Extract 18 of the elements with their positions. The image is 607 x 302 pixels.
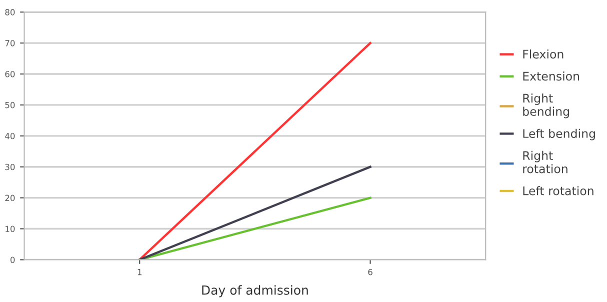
x-tick-label: 1 <box>138 269 142 276</box>
legend-label: Flexion <box>523 49 564 59</box>
legend-label: Extension <box>523 72 580 81</box>
legend-label: Left bending <box>523 128 595 140</box>
y-tick-label: 80 <box>5 9 15 16</box>
y-tick-label: 10 <box>6 226 15 232</box>
y-tick-label: 70 <box>5 40 15 46</box>
x-tick-label: 6 <box>368 268 372 276</box>
y-tick-label: 0 <box>10 256 15 264</box>
y-tick-label: 30 <box>5 164 15 170</box>
legend-label: Left rotation <box>523 186 594 196</box>
legend-label: Right bending <box>523 94 570 118</box>
y-tick-label: 50 <box>5 102 15 108</box>
y-tick-label: 60 <box>5 70 15 78</box>
y-tick-label: 20 <box>5 194 15 202</box>
y-tick-label: 40 <box>5 132 15 140</box>
legend-label: Right rotation <box>523 150 568 174</box>
x-axis-title: Day of admission <box>202 285 308 298</box>
